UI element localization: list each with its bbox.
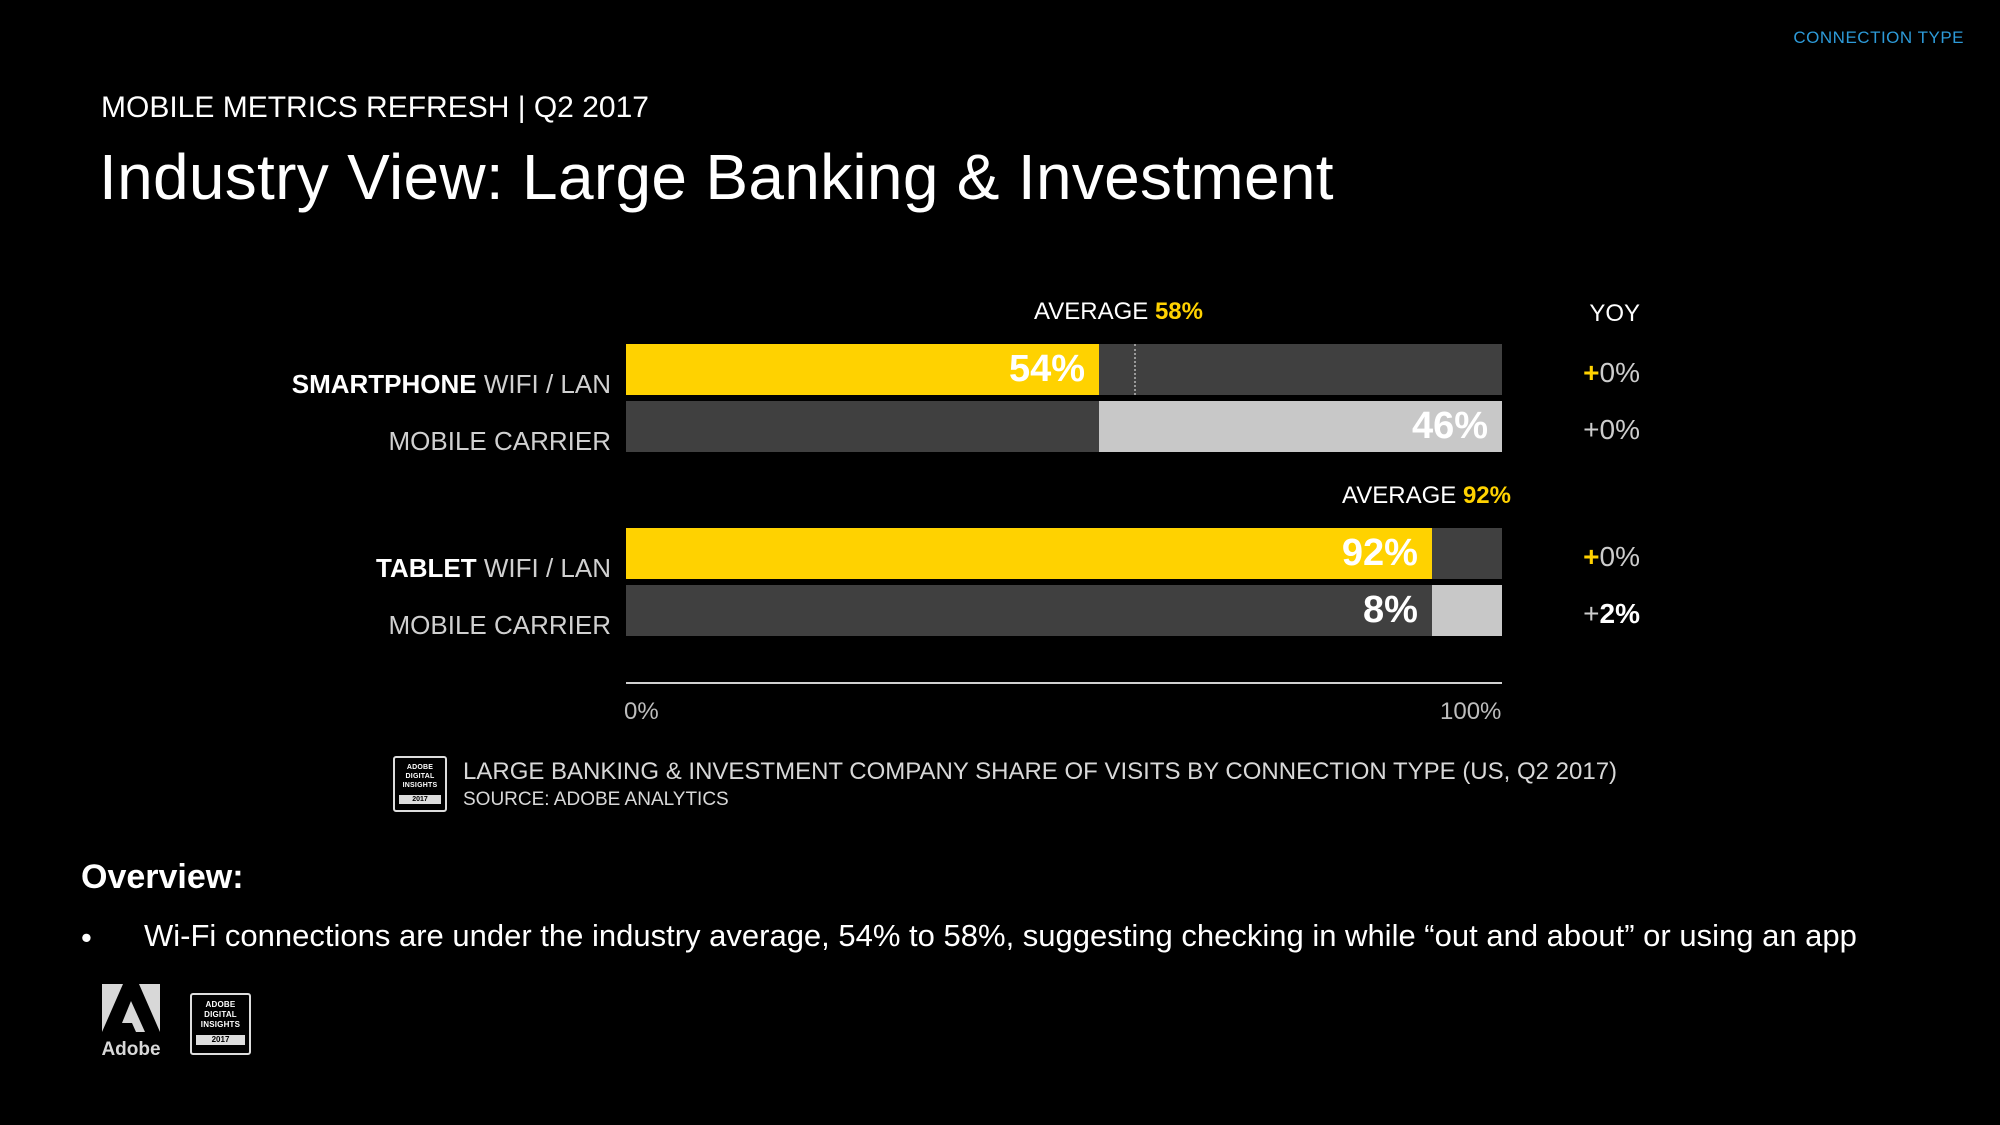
tablet-average-label: AVERAGE 92% [1342,482,1511,509]
bar-track: 8% [626,585,1502,636]
bar-track: 46% [626,401,1502,452]
bar-value-tablet-carrier: 8% [1362,589,1418,631]
connection-label: WIFI / LAN [483,369,611,399]
bar-smartphone-carrier [1099,401,1502,452]
connection-label: MOBILE CARRIER [388,610,612,640]
yoy-header: YOY [1589,300,1640,327]
x-axis [626,682,1502,684]
page-title: Industry View: Large Banking & Investmen… [99,141,1334,213]
adobe-digital-insights-badge: ADOBE DIGITAL INSIGHTS 2017 [393,756,447,812]
row-label-smartphone-wifi: SMARTPHONE WIFI / LAN [191,369,611,400]
x-tick-0: 0% [624,698,659,725]
row-label-tablet-wifi: TABLET WIFI / LAN [191,553,611,584]
adobe-digital-insights-footer-badge: ADOBE DIGITAL INSIGHTS 2017 [190,993,251,1055]
device-label: TABLET [376,553,477,583]
adobe-logo-text: Adobe [101,1039,161,1060]
average-marker-smartphone [1134,344,1137,395]
chart-source: SOURCE: ADOBE ANALYTICS [463,789,729,810]
bar-track: 54% [626,344,1502,395]
yoy-tablet-wifi: +0% [1583,541,1640,572]
bar-track: 92% [626,528,1502,579]
row-label-tablet-carrier: MOBILE CARRIER [191,610,612,641]
overview-bullet: Wi-Fi connections are under the industry… [144,918,1857,953]
chart-caption: LARGE BANKING & INVESTMENT COMPANY SHARE… [463,758,1618,785]
row-label-smartphone-carrier: MOBILE CARRIER [191,426,612,457]
bar-tablet-wifi [626,528,1432,579]
bar-value-tablet-wifi: 92% [1341,532,1418,574]
subtitle: MOBILE METRICS REFRESH | Q2 2017 [101,91,649,124]
yoy-smartphone-wifi: +0% [1583,357,1640,388]
bar-value-smartphone-carrier: 46% [1411,405,1488,447]
section-label: CONNECTION TYPE [1793,28,1964,47]
connection-label: WIFI / LAN [483,553,611,583]
device-label: SMARTPHONE [291,369,477,399]
yoy-tablet-carrier: +2% [1583,598,1640,629]
adobe-logo: Adobe [100,984,162,1061]
connection-label: MOBILE CARRIER [388,426,612,456]
bar-value-smartphone-wifi: 54% [1008,348,1086,390]
bullet-mark: • [81,920,92,955]
bar-tablet-carrier [1431,585,1502,636]
x-tick-100: 100% [1440,698,1502,725]
smartphone-average-label: AVERAGE 58% [1034,298,1203,325]
yoy-smartphone-carrier: +0% [1583,414,1640,445]
bar-smartphone-wifi [626,344,1100,395]
overview-heading: Overview: [81,858,244,896]
adobe-logo-icon [102,984,160,1032]
